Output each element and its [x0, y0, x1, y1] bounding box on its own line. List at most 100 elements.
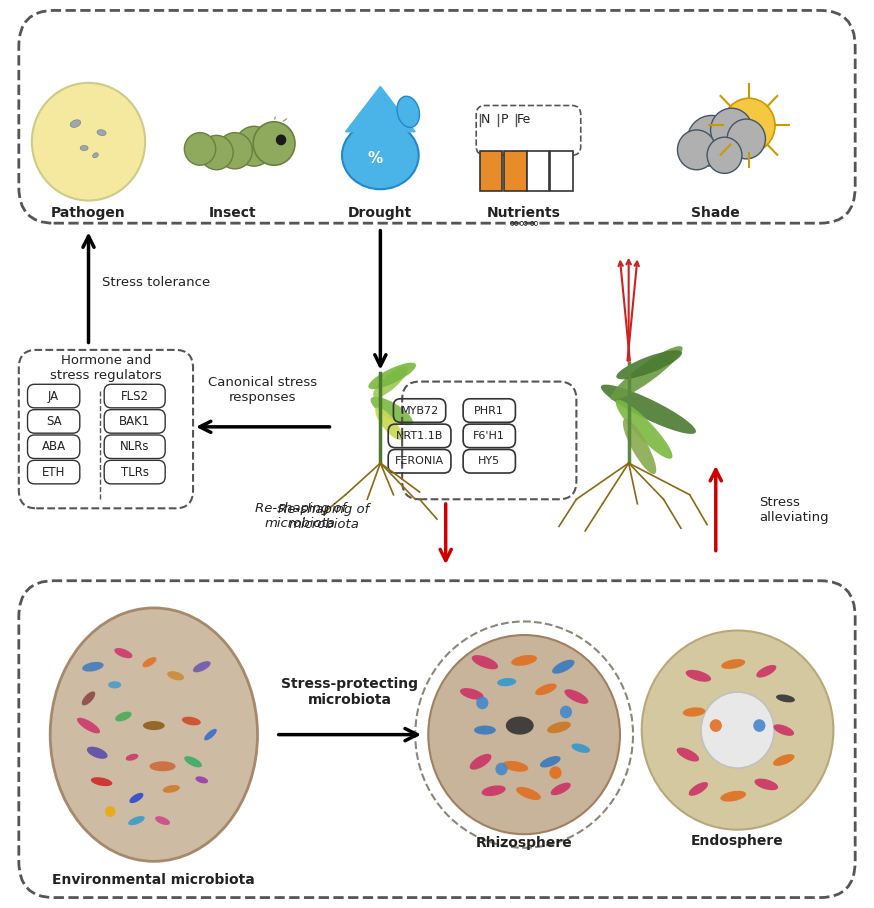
Text: Environmental microbiota: Environmental microbiota: [52, 873, 255, 887]
Circle shape: [711, 108, 753, 152]
Polygon shape: [345, 86, 415, 132]
Text: ABA: ABA: [42, 440, 66, 453]
Text: ∞∞∞: ∞∞∞: [509, 216, 539, 229]
Text: Nutrients: Nutrients: [487, 206, 561, 221]
Ellipse shape: [87, 746, 108, 759]
Text: Stress-protecting
microbiota: Stress-protecting microbiota: [281, 677, 419, 707]
Ellipse shape: [149, 761, 176, 771]
Ellipse shape: [540, 756, 560, 767]
Text: MYB72: MYB72: [400, 406, 439, 416]
Bar: [480, 151, 503, 192]
Text: Hormone and
stress regulators: Hormone and stress regulators: [50, 354, 162, 382]
Ellipse shape: [184, 756, 202, 767]
Text: Shade: Shade: [691, 206, 740, 221]
Ellipse shape: [397, 96, 420, 127]
Ellipse shape: [547, 722, 571, 733]
Text: SA: SA: [45, 415, 61, 428]
Ellipse shape: [469, 754, 491, 770]
Ellipse shape: [155, 816, 170, 825]
Ellipse shape: [82, 691, 95, 706]
Text: Drought: Drought: [348, 206, 413, 221]
Text: JA: JA: [48, 390, 59, 402]
Text: NLRs: NLRs: [120, 440, 149, 453]
Ellipse shape: [460, 688, 483, 700]
Text: P: P: [501, 114, 509, 126]
Ellipse shape: [82, 662, 104, 672]
Ellipse shape: [105, 806, 115, 817]
Ellipse shape: [126, 754, 138, 761]
Ellipse shape: [182, 716, 201, 725]
Ellipse shape: [689, 782, 708, 795]
Text: %: %: [368, 152, 383, 166]
Ellipse shape: [773, 755, 794, 765]
Text: N: N: [481, 114, 490, 126]
Ellipse shape: [516, 787, 541, 800]
Ellipse shape: [129, 793, 143, 803]
Bar: [551, 151, 573, 192]
Text: FERONIA: FERONIA: [395, 456, 444, 466]
Circle shape: [701, 692, 774, 768]
Text: FLS2: FLS2: [121, 390, 149, 402]
Ellipse shape: [497, 678, 517, 686]
Ellipse shape: [756, 665, 776, 677]
Text: F6'H1: F6'H1: [474, 431, 505, 441]
Ellipse shape: [375, 408, 402, 439]
Ellipse shape: [616, 350, 682, 380]
Ellipse shape: [474, 725, 496, 735]
Ellipse shape: [91, 777, 113, 786]
Ellipse shape: [776, 695, 795, 703]
Circle shape: [723, 98, 775, 153]
Ellipse shape: [551, 783, 571, 795]
Text: Stress
alleviating: Stress alleviating: [760, 496, 829, 524]
Text: NRT1.1B: NRT1.1B: [396, 431, 443, 441]
Bar: [504, 151, 527, 192]
Ellipse shape: [371, 397, 413, 425]
Ellipse shape: [773, 725, 794, 735]
Ellipse shape: [753, 719, 766, 732]
Circle shape: [184, 133, 216, 165]
Ellipse shape: [196, 776, 208, 784]
Ellipse shape: [70, 120, 80, 127]
Ellipse shape: [686, 670, 711, 682]
Ellipse shape: [754, 778, 778, 790]
Ellipse shape: [683, 707, 705, 716]
Ellipse shape: [560, 706, 572, 718]
Ellipse shape: [511, 655, 537, 666]
Ellipse shape: [50, 607, 258, 862]
Circle shape: [253, 122, 295, 165]
Text: Insect: Insect: [209, 206, 256, 221]
Ellipse shape: [623, 419, 656, 474]
Ellipse shape: [205, 729, 217, 740]
Ellipse shape: [373, 366, 407, 398]
Ellipse shape: [506, 716, 534, 735]
Text: Re-shaping of
microbiota: Re-shaping of microbiota: [254, 501, 346, 529]
Ellipse shape: [565, 689, 588, 704]
Text: HY5: HY5: [478, 456, 500, 466]
Ellipse shape: [710, 719, 722, 732]
Ellipse shape: [676, 747, 699, 762]
Ellipse shape: [476, 696, 489, 709]
Circle shape: [677, 130, 716, 170]
Circle shape: [31, 83, 145, 201]
Ellipse shape: [615, 400, 672, 459]
Ellipse shape: [114, 648, 133, 658]
Ellipse shape: [472, 655, 498, 669]
Ellipse shape: [368, 362, 416, 389]
Ellipse shape: [115, 712, 132, 722]
Circle shape: [428, 635, 620, 834]
Ellipse shape: [721, 659, 746, 669]
Ellipse shape: [535, 684, 557, 696]
Circle shape: [687, 115, 736, 166]
Text: Canonical stress
responses: Canonical stress responses: [208, 376, 317, 404]
Circle shape: [727, 119, 766, 159]
Ellipse shape: [503, 761, 528, 772]
Ellipse shape: [97, 130, 106, 135]
Ellipse shape: [552, 660, 574, 674]
Text: BAK1: BAK1: [119, 415, 150, 428]
Ellipse shape: [77, 717, 100, 734]
Ellipse shape: [572, 744, 590, 753]
Bar: [527, 151, 550, 192]
Circle shape: [642, 630, 834, 830]
Ellipse shape: [610, 346, 683, 400]
Text: Re-shaping of
microbiota: Re-shaping of microbiota: [278, 503, 370, 531]
